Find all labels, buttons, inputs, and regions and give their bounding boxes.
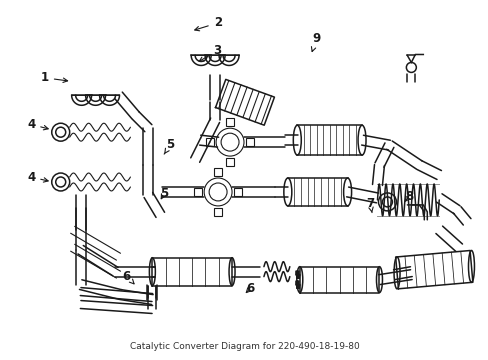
Text: 1: 1	[41, 71, 67, 84]
Text: 6: 6	[246, 282, 254, 295]
Text: 3: 3	[199, 44, 222, 61]
Bar	[245, 138, 253, 146]
Bar	[214, 168, 222, 176]
Text: 5: 5	[164, 138, 174, 154]
Bar	[225, 118, 234, 126]
Text: 2: 2	[194, 17, 222, 31]
Text: 7: 7	[366, 197, 373, 213]
Bar	[206, 138, 214, 146]
Bar	[214, 208, 222, 216]
Text: 8: 8	[404, 190, 412, 203]
Text: Catalytic Converter Diagram for 220-490-18-19-80: Catalytic Converter Diagram for 220-490-…	[129, 342, 359, 351]
Text: 5: 5	[160, 187, 168, 200]
Text: 6: 6	[122, 270, 134, 284]
Bar	[194, 188, 202, 196]
Text: 4: 4	[27, 118, 48, 131]
Text: 9: 9	[311, 32, 320, 51]
Bar	[225, 158, 234, 166]
Text: 4: 4	[27, 171, 48, 184]
Bar	[234, 188, 242, 196]
